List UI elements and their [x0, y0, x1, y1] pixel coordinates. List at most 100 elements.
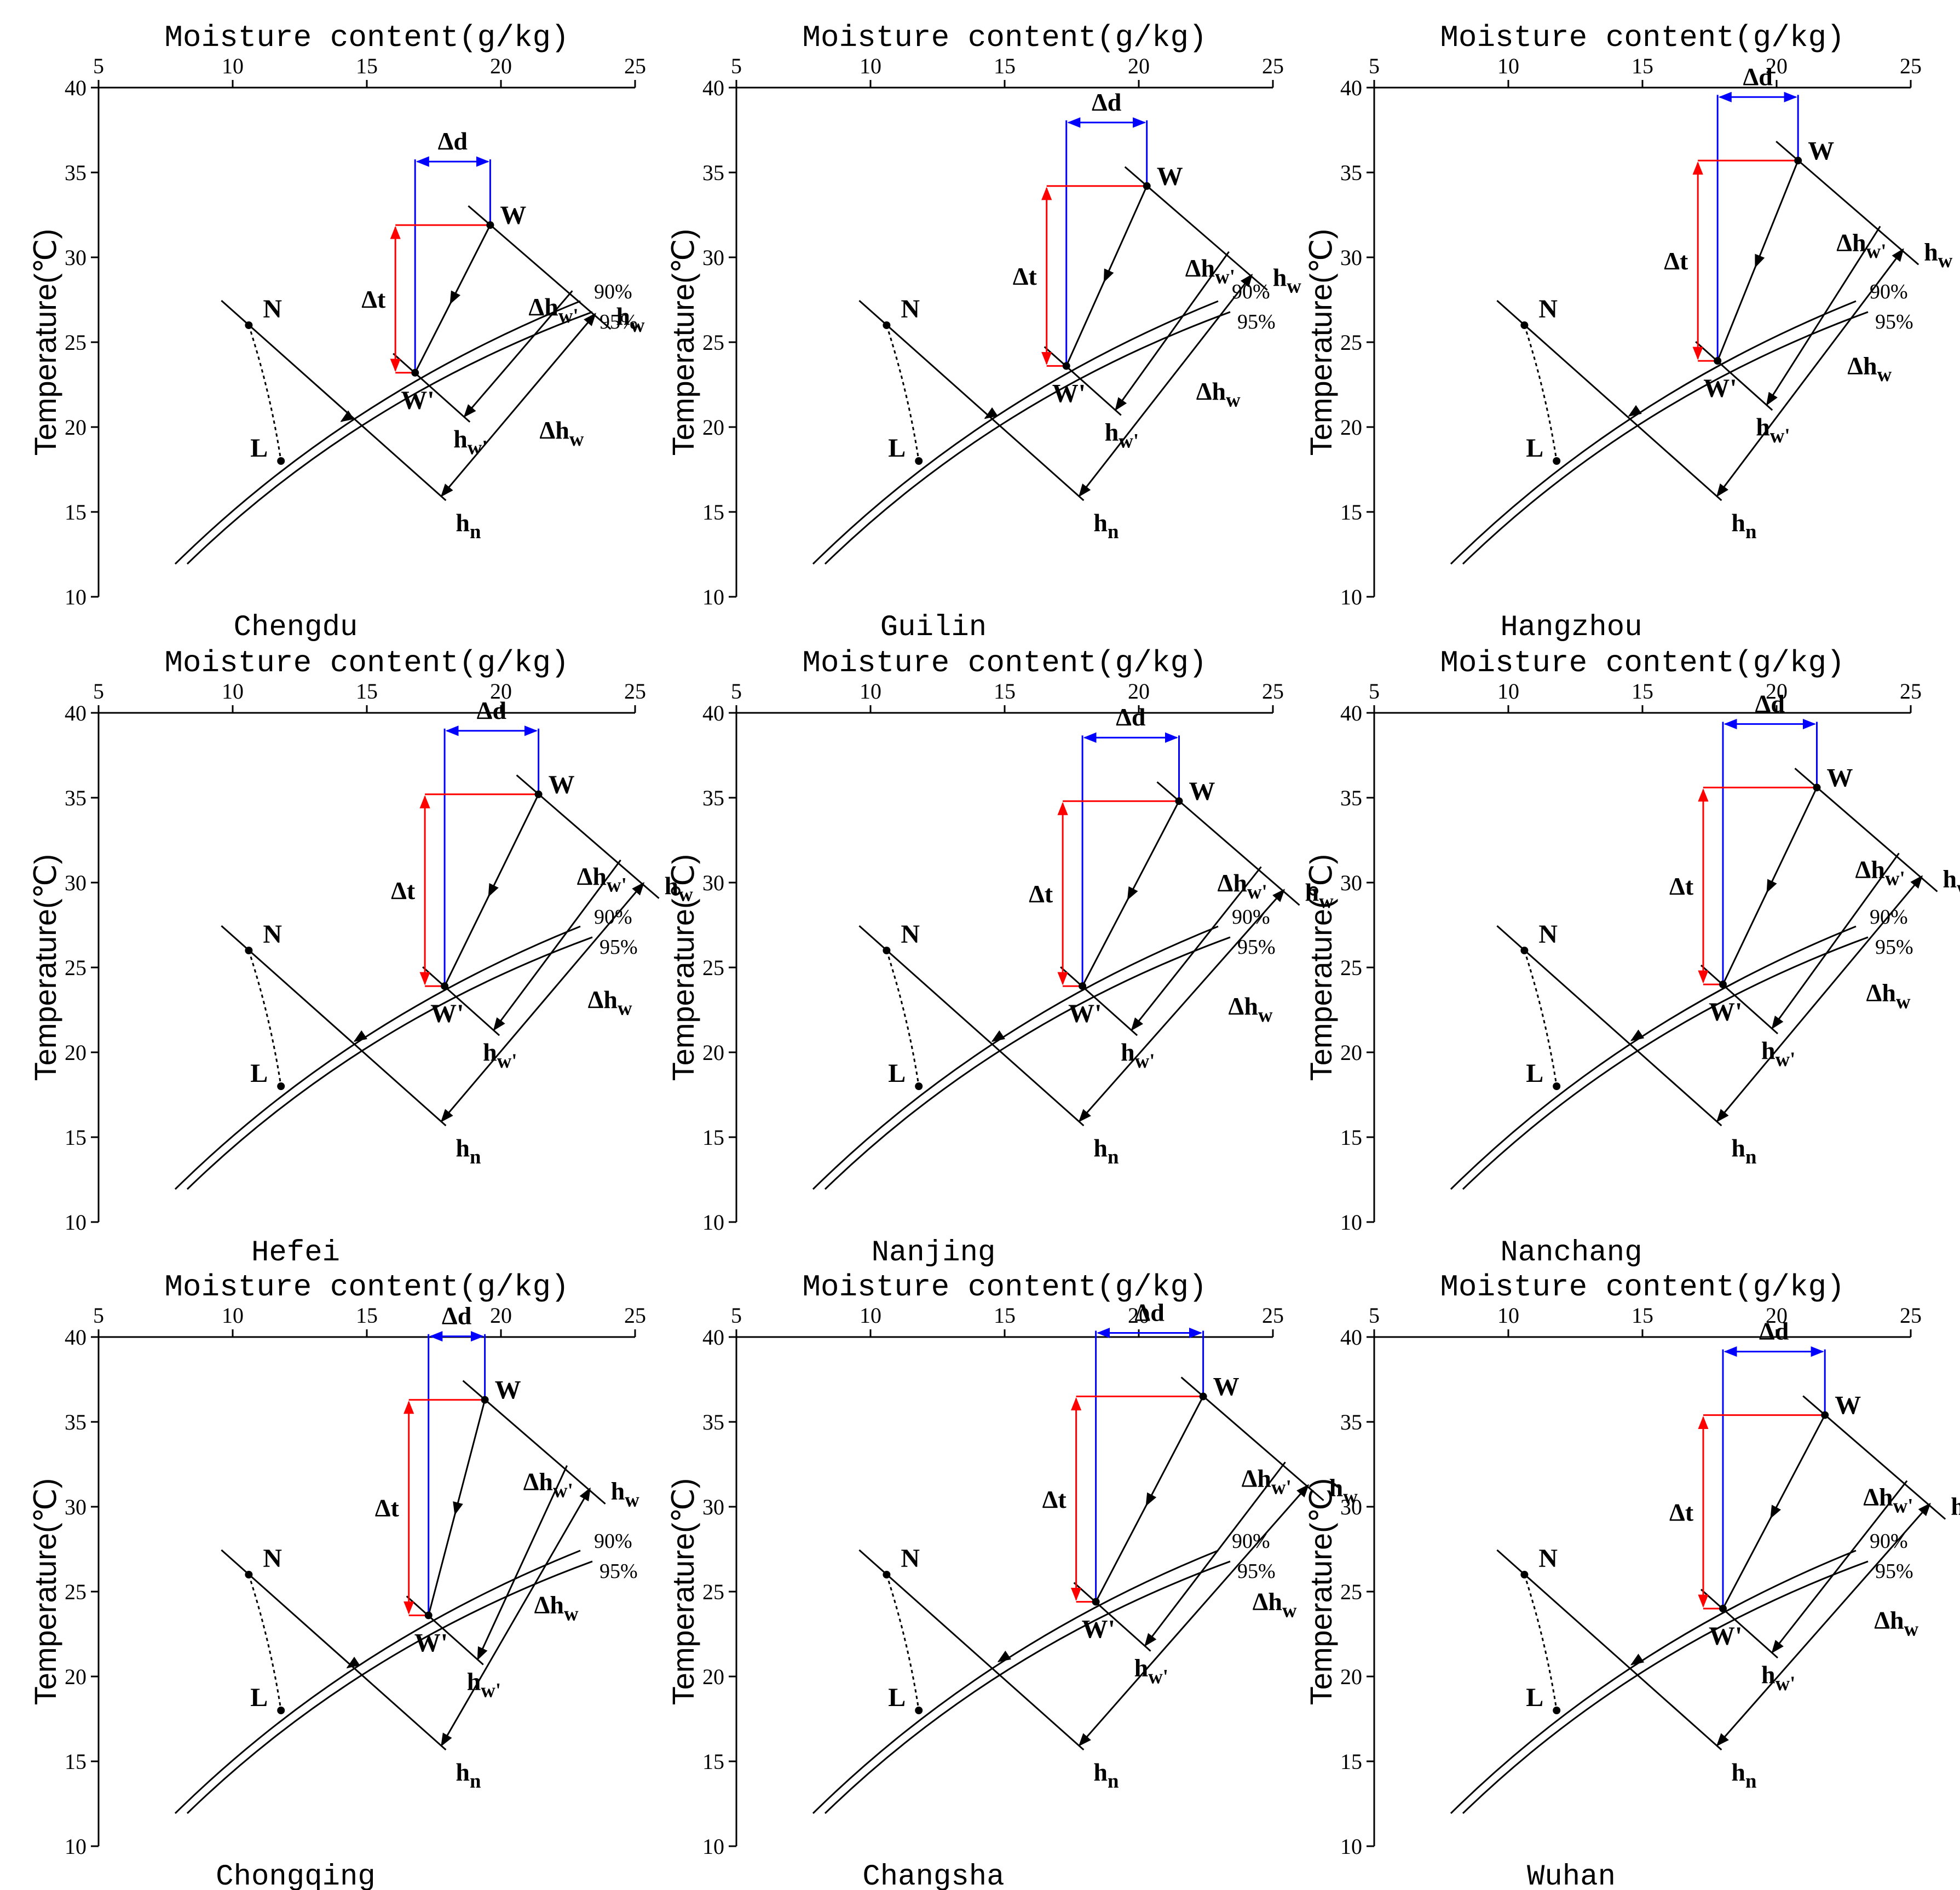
y-tick-label: 30	[702, 871, 724, 895]
x-axis-title: Moisture content(g/kg)	[1440, 646, 1844, 681]
x-axis-title: Moisture content(g/kg)	[802, 1270, 1207, 1305]
y-tick-label: 20	[1340, 1664, 1362, 1689]
rh-label-95: 95%	[1875, 936, 1913, 959]
rh-label-95: 95%	[599, 936, 638, 959]
x-tick-label: 20	[1766, 679, 1788, 704]
x-tick-label: 5	[93, 1303, 104, 1328]
rh-label-90: 90%	[1232, 280, 1270, 303]
x-tick-label: 20	[1766, 1303, 1788, 1328]
enthalpy-line-n	[858, 299, 1085, 502]
point-wp	[411, 368, 419, 377]
y-tick-label: 15	[702, 1749, 724, 1774]
city-label: Nanjing	[872, 1236, 996, 1270]
delta-d-label: Δd	[1759, 1317, 1789, 1345]
x-tick-label: 5	[93, 679, 104, 704]
point-l-label: L	[250, 1059, 268, 1088]
point-w-label: W	[1808, 136, 1834, 165]
hn-label: hn	[1731, 1758, 1756, 1792]
point-n-label: N	[1538, 1544, 1558, 1573]
process-line-w-wp	[428, 1399, 486, 1616]
delta-hw-label: Δhw	[1874, 1606, 1918, 1640]
delta-d-label: Δd	[438, 127, 468, 155]
x-tick-label: 15	[994, 679, 1016, 704]
point-l-label: L	[1526, 434, 1543, 463]
point-l	[277, 1082, 285, 1090]
delta-hwp-arrow	[1115, 251, 1230, 411]
delta-d-label: Δd	[442, 1302, 472, 1330]
point-w-label: W	[495, 1376, 521, 1405]
rh-label-95: 95%	[1875, 1560, 1913, 1583]
y-tick-label: 35	[702, 1410, 724, 1434]
y-axis-title: Temperature(℃)	[666, 854, 700, 1081]
enthalpy-line-n	[221, 925, 447, 1127]
point-wp-label: W'	[1703, 374, 1737, 403]
point-n	[1520, 947, 1529, 954]
y-tick-label: 40	[65, 1325, 87, 1350]
y-axis-title: Temperature(℃)	[1304, 1478, 1338, 1705]
point-n	[245, 321, 253, 329]
point-l	[915, 1082, 923, 1090]
point-n	[1520, 321, 1529, 329]
y-tick-label: 30	[1340, 1495, 1362, 1519]
y-tick-label: 10	[65, 1834, 87, 1859]
y-tick-label: 20	[65, 415, 87, 440]
y-tick-label: 35	[65, 160, 87, 185]
process-line-wp-l	[1557, 984, 1723, 1086]
delta-hwp-arrow	[1771, 852, 1900, 1029]
point-n	[883, 947, 891, 954]
y-tick-label: 25	[1340, 955, 1362, 980]
curve-arrow	[346, 1656, 360, 1669]
y-tick-label: 40	[702, 701, 724, 725]
x-tick-label: 20	[1128, 54, 1150, 78]
point-w-label: W	[1835, 1391, 1861, 1420]
hn-label: hn	[456, 1758, 481, 1792]
y-tick-label: 10	[1340, 585, 1362, 609]
x-axis-title: Moisture content(g/kg)	[1440, 20, 1844, 55]
city-label: Wuhan	[1527, 1860, 1616, 1890]
y-tick-label: 15	[65, 500, 87, 525]
point-l	[277, 457, 285, 465]
y-tick-label: 15	[702, 500, 724, 525]
process-arrow	[1127, 886, 1138, 901]
x-tick-label: 10	[1497, 54, 1519, 78]
hw-label: hw	[1951, 1493, 1960, 1526]
point-w-label: W	[1189, 777, 1215, 806]
y-axis-title: Temperature(℃)	[28, 854, 62, 1081]
y-tick-label: 30	[1340, 871, 1362, 895]
x-axis-title: Moisture content(g/kg)	[802, 646, 1207, 681]
point-l-label: L	[888, 1683, 906, 1712]
y-tick-label: 35	[702, 786, 724, 810]
point-wp	[1062, 362, 1070, 370]
delta-hw-label: Δhw	[1847, 352, 1892, 385]
y-axis-title: Temperature(℃)	[666, 1478, 700, 1705]
x-tick-label: 5	[731, 679, 742, 704]
hwp-label: hw'	[467, 1667, 501, 1701]
city-label: Hefei	[251, 1236, 340, 1270]
point-n-label: N	[901, 1544, 920, 1573]
rh-label-95: 95%	[599, 1560, 638, 1583]
rh-label-90: 90%	[1870, 1530, 1908, 1553]
city-label: Changsha	[862, 1860, 1004, 1890]
point-n-label: N	[263, 920, 282, 949]
rh-label-95: 95%	[1237, 1560, 1276, 1583]
y-tick-label: 40	[1340, 76, 1362, 100]
process-line-wp-l	[919, 1602, 1096, 1710]
point-l	[915, 457, 923, 465]
y-tick-label: 40	[1340, 1325, 1362, 1350]
city-label: Nanchang	[1500, 1236, 1642, 1270]
x-axis-title: Moisture content(g/kg)	[164, 1270, 569, 1305]
hn-label: hn	[1093, 1134, 1119, 1168]
x-tick-label: 10	[222, 679, 244, 704]
point-w	[486, 221, 494, 229]
y-tick-label: 15	[65, 1125, 87, 1150]
hwp-label: hw'	[1756, 413, 1790, 447]
chart-panel-guilin: 5 10 15 20 25 10 15 20 25 30 35 40 Moisture content(…	[666, 20, 1301, 644]
enthalpy-line-n	[221, 299, 447, 502]
delta-hw-arrow	[441, 1487, 591, 1747]
delta-d-label: Δd	[1116, 703, 1146, 731]
y-tick-label: 30	[65, 245, 87, 270]
point-n-label: N	[901, 295, 920, 324]
city-label: Guilin	[880, 611, 987, 644]
point-n-label: N	[1538, 295, 1558, 324]
